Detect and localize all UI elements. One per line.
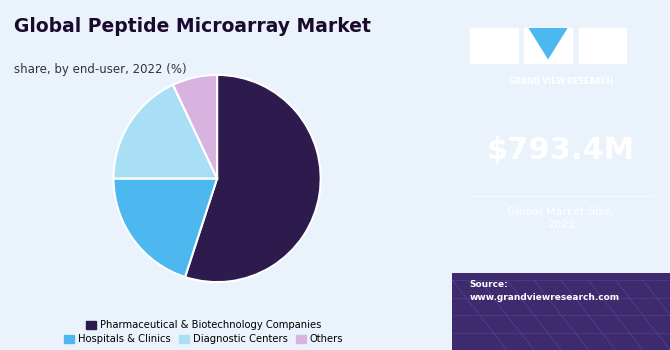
FancyBboxPatch shape (579, 28, 626, 63)
Text: $793.4M: $793.4M (487, 136, 635, 165)
FancyBboxPatch shape (452, 273, 670, 350)
Text: Global Peptide Microarray Market: Global Peptide Microarray Market (13, 18, 371, 36)
FancyBboxPatch shape (470, 28, 518, 63)
Text: Global Market Size,
2022: Global Market Size, 2022 (507, 206, 615, 231)
Text: Source:
www.grandviewresearch.com: Source: www.grandviewresearch.com (470, 280, 620, 301)
Polygon shape (529, 28, 567, 60)
Text: share, by end-user, 2022 (%): share, by end-user, 2022 (%) (13, 63, 186, 76)
Text: GRAND VIEW RESEARCH: GRAND VIEW RESEARCH (509, 77, 613, 86)
FancyBboxPatch shape (524, 28, 572, 63)
Legend: Hospitals & Clinics, Diagnostic Centers, Others: Hospitals & Clinics, Diagnostic Centers,… (60, 330, 347, 349)
